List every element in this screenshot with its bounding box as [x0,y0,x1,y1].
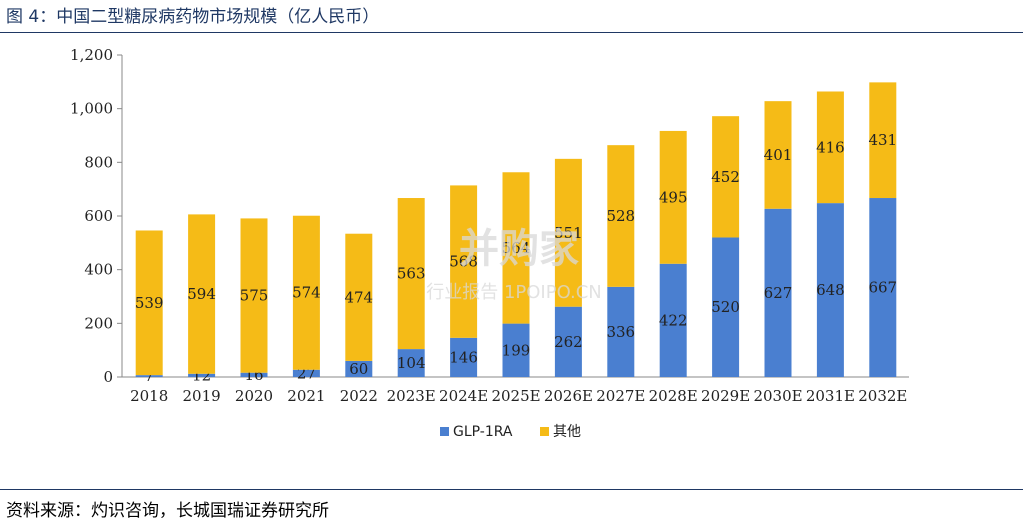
bar-glp1ra [554,306,582,377]
bar-glp1ra [659,263,687,377]
title-rule [0,32,1023,33]
bar-glp1ra [135,375,163,377]
source-note: 资料来源：灼识咨询，长城国瑞证券研究所 [6,501,329,521]
data-label: 452 [711,168,740,186]
x-tick-label: 2026E [544,387,593,405]
x-tick-label: 2024E [439,387,488,405]
bar-other [240,218,268,373]
bar-other [502,172,530,324]
bar-glp1ra [188,373,216,377]
data-label: 60 [349,360,368,378]
x-tick-label: 2018 [130,387,168,405]
data-label: 199 [502,341,531,359]
bar-other [450,185,478,338]
data-label: 416 [816,138,845,156]
y-tick-label: 600 [84,207,113,225]
bar-other [188,214,216,374]
legend-label: GLP-1RA [453,424,513,440]
bar-other [397,198,425,350]
y-tick-label: 1,200 [70,46,113,64]
bar-glp1ra [816,203,844,377]
bar-glp1ra [397,349,425,377]
bar-glp1ra [712,237,740,377]
bar-glp1ra [502,323,530,377]
data-label: 564 [502,239,531,257]
chart-title: 图 4：中国二型糖尿病药物市场规模（亿人民币） [6,7,380,27]
data-label: 146 [449,348,478,366]
bar-other [764,101,792,209]
bar-other [554,158,582,307]
x-tick-label: 2022 [340,387,378,405]
x-tick-label: 2020 [235,387,273,405]
bar-glp1ra [450,337,478,377]
watermark-brand: 并购家 [459,226,579,272]
bar-other [135,230,163,376]
bar-glp1ra [240,372,268,377]
data-label: 474 [344,288,373,306]
source-rule [0,489,1023,490]
y-tick-label: 1,000 [70,100,113,118]
data-label: 563 [397,265,426,283]
legend-label: 其他 [553,424,581,440]
bar-glp1ra [607,286,635,377]
bar-other [659,130,687,264]
data-label: 422 [659,311,688,329]
x-tick-label: 2032E [858,387,907,405]
bar-glp1ra [869,198,897,377]
bar-glp1ra [764,208,792,377]
data-label: 528 [606,207,635,225]
bar-glp1ra [345,360,373,377]
data-label: 520 [711,298,740,316]
x-tick-label: 2028E [649,387,698,405]
x-tick-label: 2029E [701,387,750,405]
data-label: 431 [868,131,897,149]
data-label: 336 [606,323,635,341]
x-tick-label: 2030E [753,387,802,405]
data-label: 648 [816,281,845,299]
x-tick-label: 2031E [806,387,855,405]
data-label: 7 [144,367,154,385]
bar-other [816,91,844,204]
data-label: 594 [187,285,216,303]
y-tick-label: 800 [84,153,113,171]
data-label: 104 [397,354,426,372]
y-tick-label: 0 [103,368,113,386]
y-tick-label: 400 [84,261,113,279]
bar-other [345,233,373,361]
data-label: 262 [554,333,583,351]
bar-other [292,215,320,370]
bar-other [607,145,635,287]
data-label: 495 [659,188,688,206]
bar-glp1ra [292,369,320,377]
x-tick-label: 2027E [596,387,645,405]
data-label: 401 [764,146,793,164]
y-tick-label: 200 [84,314,113,332]
data-label: 627 [764,284,793,302]
x-tick-label: 2023E [387,387,436,405]
data-label: 551 [554,224,583,242]
legend-swatch [440,427,449,436]
x-tick-label: 2025E [491,387,540,405]
data-label: 539 [135,294,164,312]
x-tick-label: 2021 [287,387,325,405]
data-label: 568 [449,253,478,271]
data-label: 575 [240,287,269,305]
x-tick-label: 2019 [183,387,221,405]
watermark-tagline: 行业报告 1POIPO.CN [426,282,602,303]
bar-other [712,116,740,238]
bar-chart: 02004006008001,0001,20075392018125942019… [70,46,909,440]
data-label: 667 [868,279,897,297]
bar-other [869,82,897,199]
legend-swatch [540,427,549,436]
data-label: 574 [292,284,321,302]
